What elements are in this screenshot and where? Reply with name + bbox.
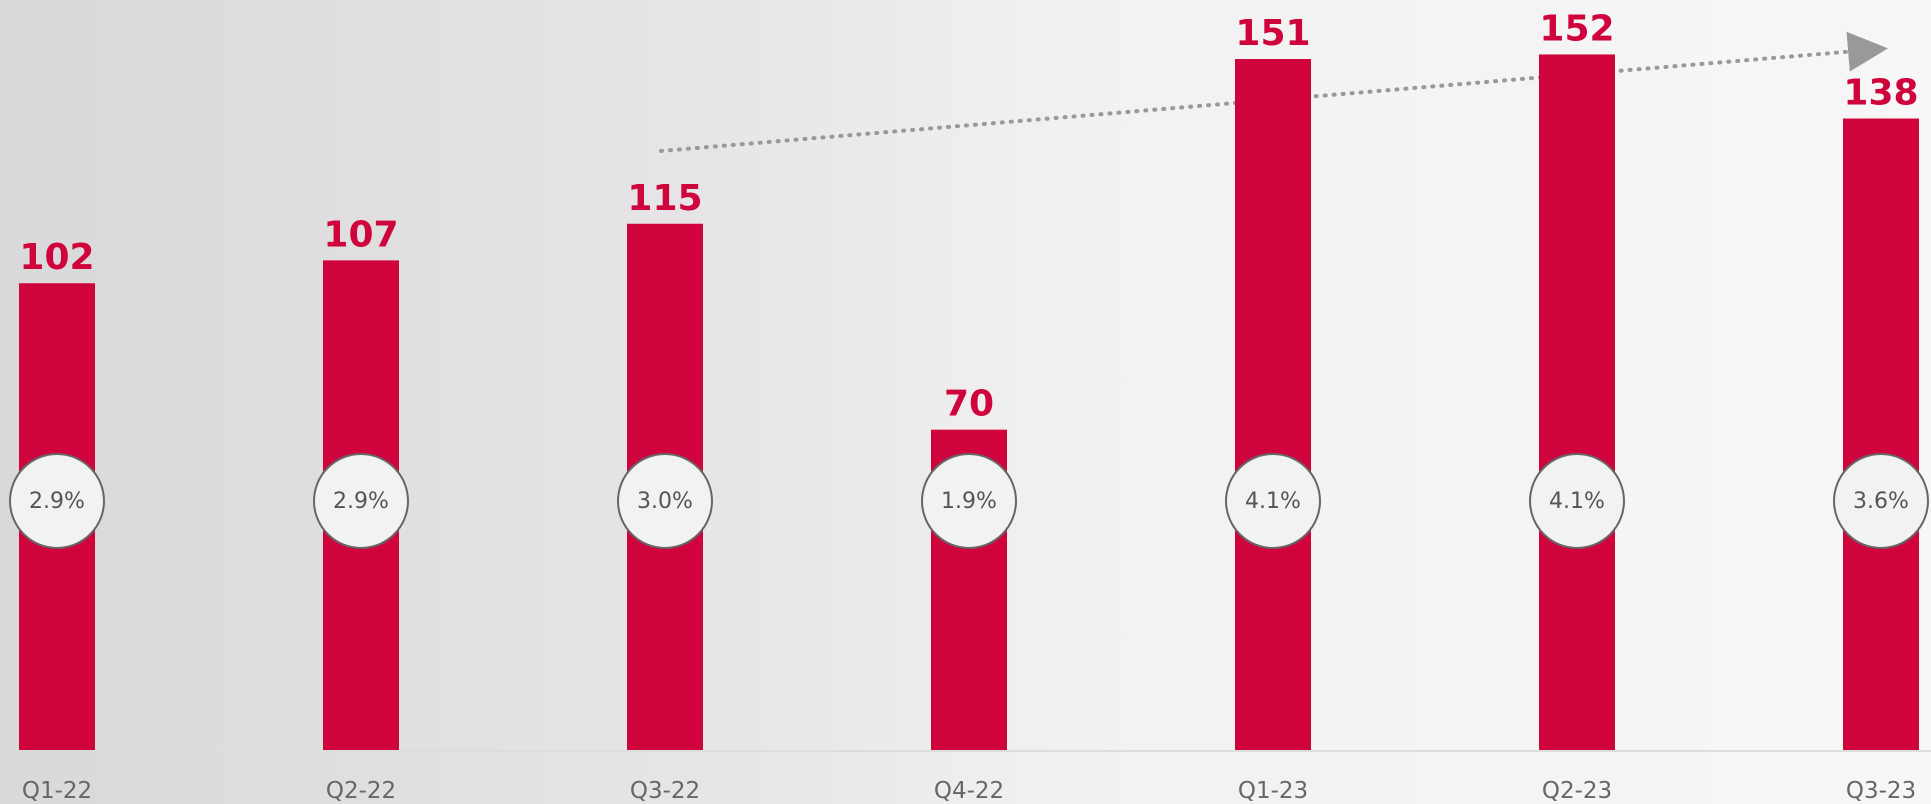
share-label: 3.0% — [637, 489, 693, 514]
x-tick-label: Q2-23 — [1542, 778, 1612, 804]
bar — [1539, 54, 1615, 751]
value-label: 151 — [1235, 13, 1310, 54]
value-label: 102 — [19, 237, 94, 278]
share-label: 4.1% — [1549, 489, 1605, 514]
share-label: 1.9% — [941, 489, 997, 514]
x-tick-label: Q2-22 — [326, 778, 396, 804]
share-circle — [313, 453, 409, 549]
x-tick-label: Q3-23 — [1846, 778, 1916, 804]
share-label: 3.6% — [1853, 489, 1909, 514]
share-circle — [921, 453, 1017, 549]
bar — [1843, 118, 1919, 750]
x-tick-label: Q3-22 — [630, 778, 700, 804]
share-circle — [617, 453, 713, 549]
share-label: 2.9% — [29, 489, 85, 514]
share-circle — [1833, 453, 1929, 549]
bar — [1235, 59, 1311, 751]
value-label: 107 — [323, 214, 398, 255]
share-circle — [1529, 453, 1625, 549]
value-label: 70 — [944, 384, 994, 425]
share-circle — [1225, 453, 1321, 549]
x-tick-label: Q4-22 — [934, 778, 1004, 804]
value-label: 138 — [1843, 73, 1918, 114]
value-label: 152 — [1539, 8, 1614, 49]
x-tick-label: Q1-22 — [22, 778, 92, 804]
share-label: 4.1% — [1245, 489, 1301, 514]
share-circle — [9, 453, 105, 549]
share-label: 2.9% — [333, 489, 389, 514]
value-label: 115 — [627, 178, 702, 219]
x-tick-label: Q1-23 — [1238, 778, 1308, 804]
